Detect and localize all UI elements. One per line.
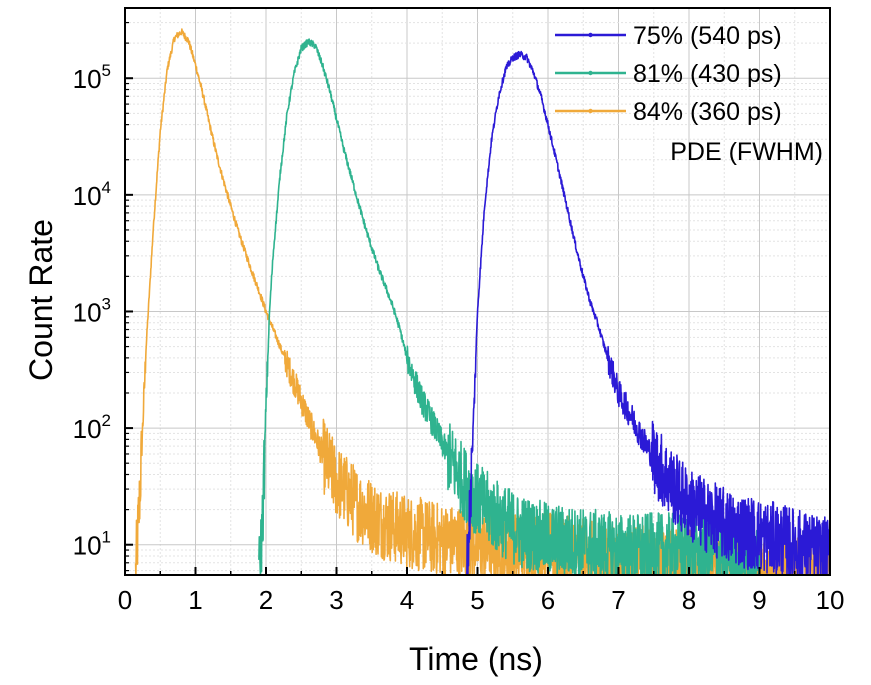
y-tick-label: 105 (73, 61, 111, 94)
x-tick-label: 5 (470, 585, 484, 615)
x-tick-label: 3 (329, 585, 343, 615)
series-line (258, 38, 761, 576)
x-axis-title: Time (ns) (409, 641, 543, 677)
series-1 (466, 50, 831, 576)
ticks: 0 1 2 3 4 5 6 7 8 9 10 101 102 103 104 105 (73, 7, 845, 615)
x-tick-label: 10 (816, 585, 845, 615)
legend-marker (588, 32, 593, 38)
x-tick-label: 6 (541, 585, 555, 615)
legend-title: PDE (FWHM) (670, 138, 823, 166)
legend-marker (588, 108, 593, 114)
x-tick-label: 4 (400, 585, 414, 615)
y-axis-title: Count Rate (23, 219, 59, 381)
y-tick-label: 103 (73, 294, 111, 327)
x-tick-label: 2 (259, 585, 273, 615)
legend-label: 75% (540 ps) (633, 22, 782, 50)
y-tick-label: 102 (73, 411, 111, 444)
y-tick-label: 101 (73, 528, 111, 561)
series-2 (258, 38, 761, 576)
x-tick-label: 1 (188, 585, 202, 615)
legend: 75% (540 ps) 81% (430 ps) 84% (360 ps) PDE … (555, 22, 823, 166)
x-tick-label: 0 (118, 585, 132, 615)
x-tick-label: 9 (752, 585, 766, 615)
legend-marker (588, 70, 593, 76)
legend-label: 81% (430 ps) (633, 60, 782, 88)
y-tick-label: 104 (73, 178, 111, 211)
series-layer (134, 28, 831, 576)
series-line (466, 50, 831, 576)
legend-label: 84% (360 ps) (633, 98, 782, 126)
x-tick-label: 7 (611, 585, 625, 615)
x-tick-label: 8 (682, 585, 696, 615)
